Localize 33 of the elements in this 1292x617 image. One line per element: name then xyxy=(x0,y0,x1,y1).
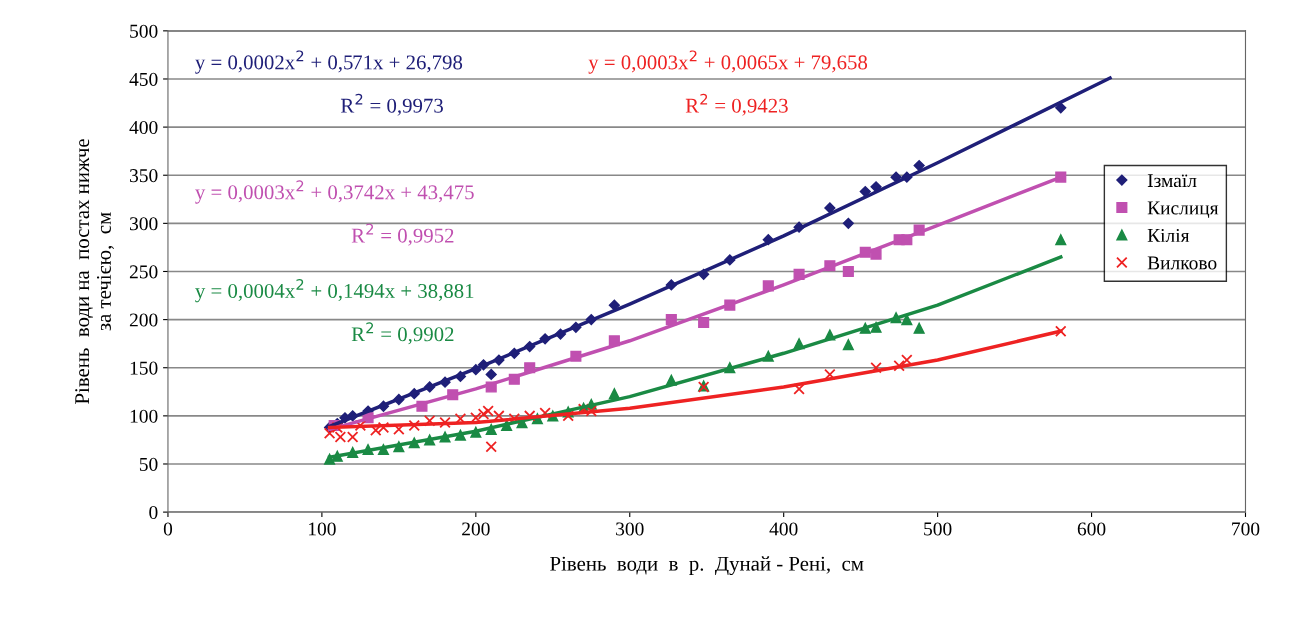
legend-label: Кілія xyxy=(1147,228,1190,243)
x-tick-label: 600 xyxy=(1077,522,1106,536)
annotation: y = 0,0003x$^{2}$ + 0,3742x + 43,475 xyxy=(195,180,474,204)
x-tick-label: 300 xyxy=(616,522,644,536)
annotation: R$^{2}$ = 0,9952 xyxy=(351,223,454,246)
annotation: y = 0,0002x$^{2}$ + 0,571x + 26,798 xyxy=(195,50,463,74)
x-tick-label: 100 xyxy=(309,522,336,536)
y-tick-label: 500 xyxy=(130,24,158,38)
y-tick-label: 250 xyxy=(129,265,158,279)
annotation: y = 0,0004x$^{2}$ + 0,1494x + 38,881 xyxy=(195,278,474,303)
y-tick-label: 0 xyxy=(149,505,158,520)
y-tick-label: 350 xyxy=(130,169,158,183)
annotation: R$^{2}$ = 0,9973 xyxy=(340,93,443,116)
x-tick-label: 700 xyxy=(1232,522,1260,536)
x-tick-label: 200 xyxy=(462,522,490,536)
annotation: R$^{2}$ = 0,9423 xyxy=(685,93,788,116)
y-tick-label: 450 xyxy=(129,72,158,86)
annotation: R$^{2}$ = 0,9902 xyxy=(351,322,454,345)
x-axis-title: Рівень води в р. Дунай - Рені, см xyxy=(550,556,864,576)
y-tick-label: 150 xyxy=(130,361,158,375)
y-tick-label: 400 xyxy=(129,120,158,135)
y-tick-label: 100 xyxy=(130,409,158,423)
y-tick-label: 300 xyxy=(130,217,158,231)
x-tick-label: 500 xyxy=(924,522,952,536)
y-tick-label: 200 xyxy=(129,313,158,327)
legend-label: Вилково xyxy=(1147,256,1217,270)
x-tick-label: 0 xyxy=(163,522,173,536)
y-tick-label: 50 xyxy=(139,457,158,471)
x-tick-label: 400 xyxy=(769,522,798,536)
y-axis-title: Рівень води на постах нижче за течією, см xyxy=(75,139,114,404)
legend-label: Ізмаїл xyxy=(1147,174,1197,188)
legend-label: Кислиця xyxy=(1147,201,1219,219)
annotation: y = 0,0003x$^{2}$ + 0,0065x + 79,658 xyxy=(588,50,868,74)
